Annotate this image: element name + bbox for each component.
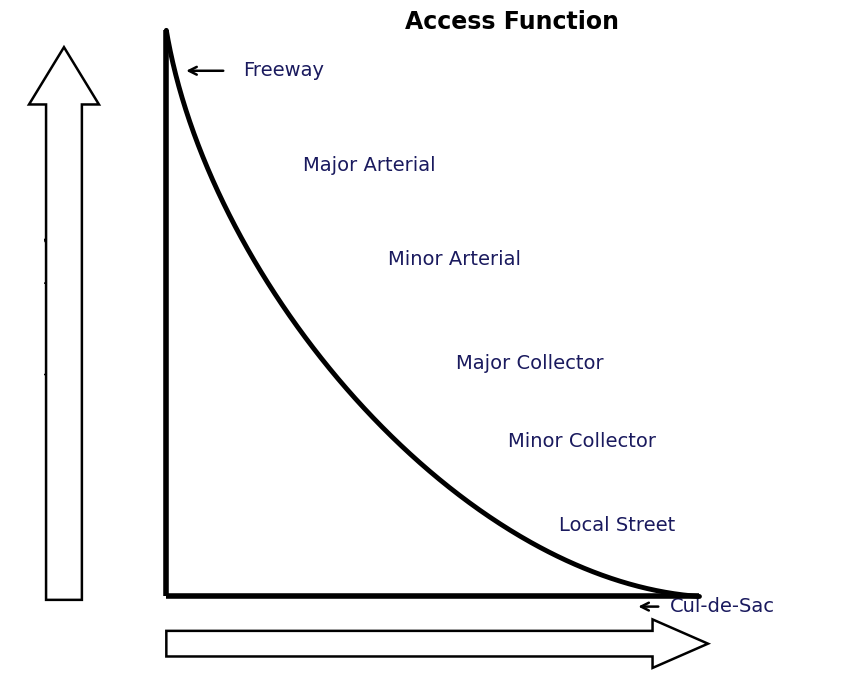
Text: Increasing Access: Increasing Access bbox=[335, 635, 483, 652]
Text: Minor Arterial: Minor Arterial bbox=[388, 250, 521, 269]
Text: Major Arterial: Major Arterial bbox=[302, 156, 435, 175]
FancyArrow shape bbox=[166, 619, 707, 668]
Text: Minor Collector: Minor Collector bbox=[507, 432, 655, 451]
Text: Local Street: Local Street bbox=[558, 516, 674, 535]
FancyArrow shape bbox=[29, 47, 99, 600]
Text: Major Collector: Major Collector bbox=[456, 355, 603, 373]
Text: Freeway: Freeway bbox=[243, 61, 324, 80]
Text: Increasing Proportion of
Through Traffic: Increasing Proportion of Through Traffic bbox=[44, 238, 83, 436]
Text: Cul-de-Sac: Cul-de-Sac bbox=[669, 597, 774, 616]
Text: Access Function: Access Function bbox=[405, 10, 618, 34]
